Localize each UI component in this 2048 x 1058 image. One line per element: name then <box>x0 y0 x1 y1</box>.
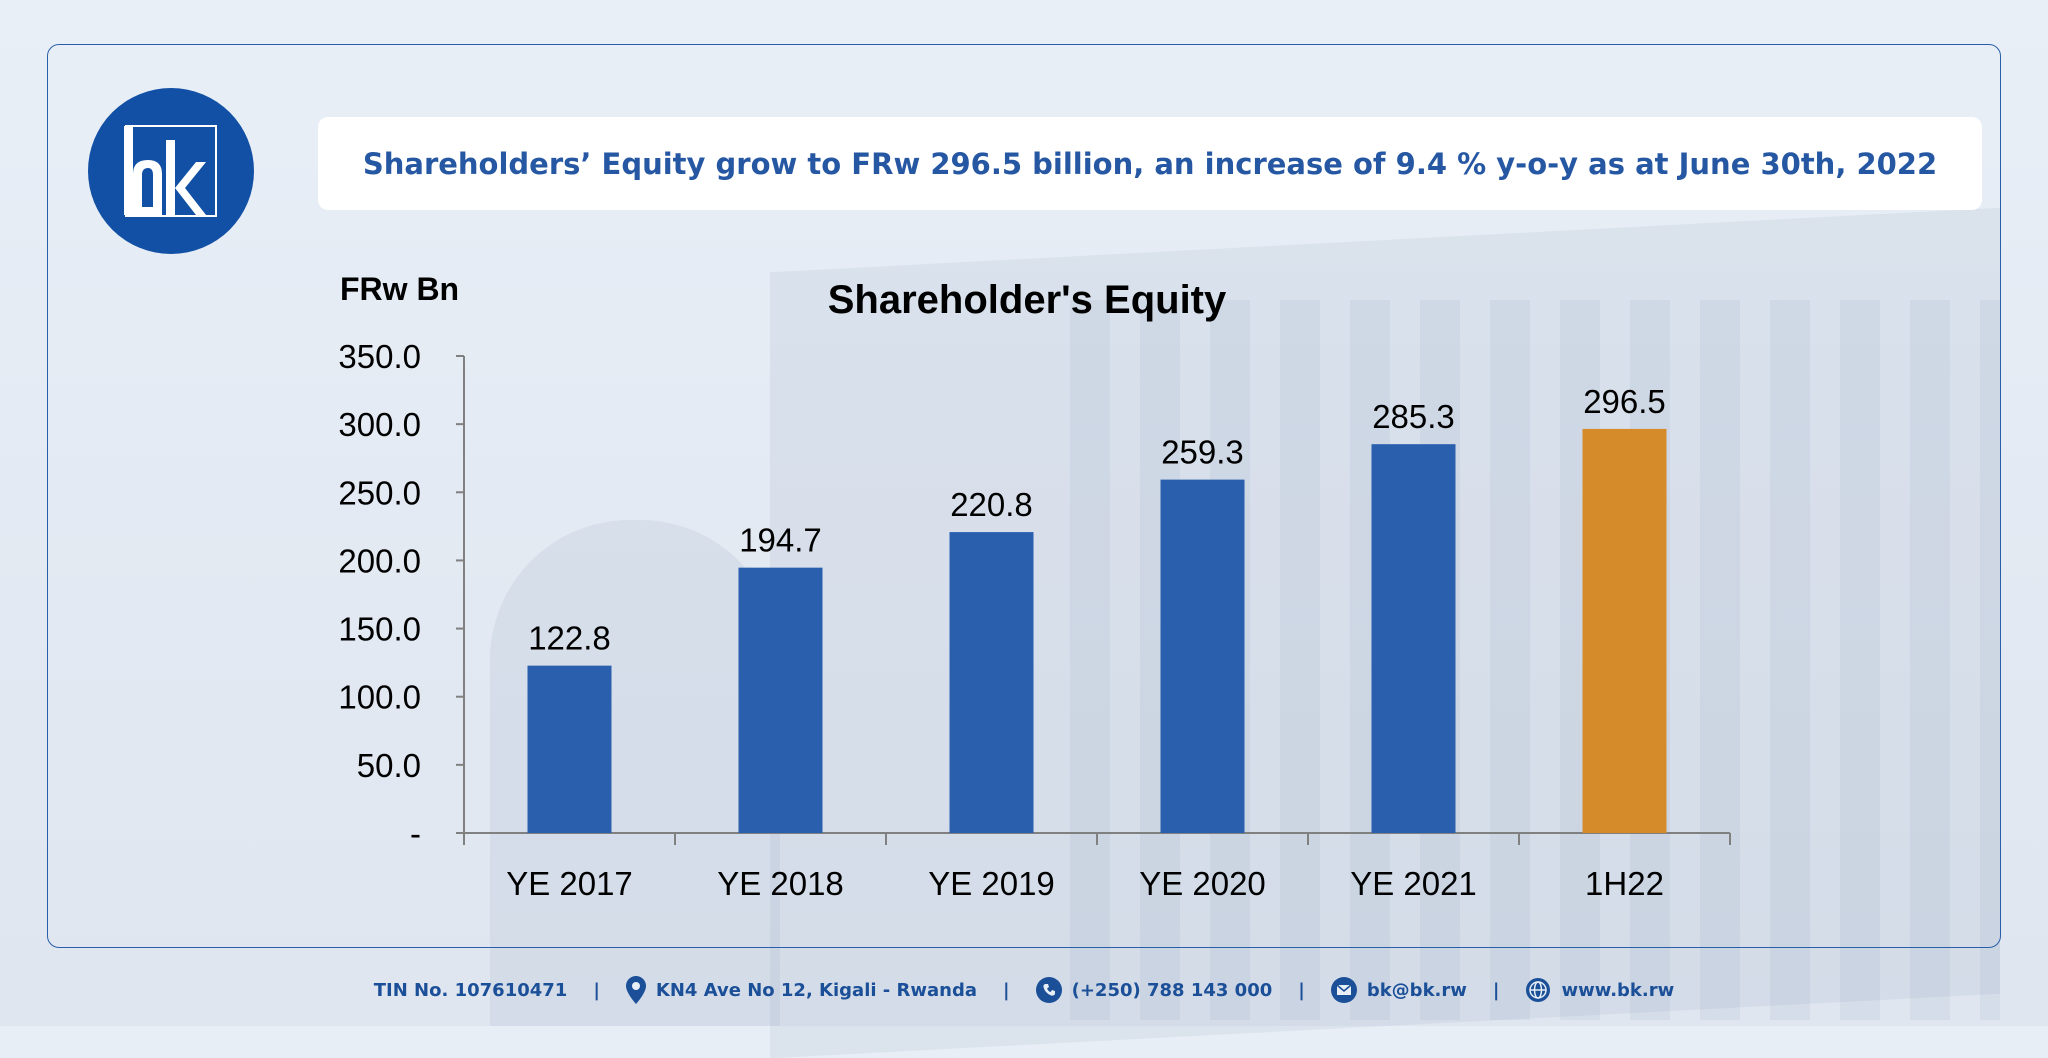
chart-axes <box>463 356 1730 845</box>
x-tick-label: YE 2017 <box>506 865 633 902</box>
bar-value-label: 220.8 <box>950 486 1033 523</box>
globe-icon <box>1525 977 1551 1003</box>
bar-ye-2021 <box>1371 444 1456 833</box>
bk-logo <box>88 88 254 254</box>
x-tick-label: 1H22 <box>1585 865 1664 902</box>
x-tick-label: YE 2018 <box>717 865 844 902</box>
bars-group: 122.8 194.7 220.8 259.3 285.3 296.5 <box>527 383 1667 833</box>
footer-email[interactable]: bk@bk.rw <box>1366 979 1467 1001</box>
y-tick-label: 250.0 <box>338 474 421 511</box>
x-tick-label: YE 2021 <box>1350 865 1477 902</box>
mail-icon <box>1330 977 1357 1003</box>
y-tick-label: 50.0 <box>357 747 421 784</box>
chart-title: Shareholder's Equity <box>828 278 1227 322</box>
x-axis-labels: YE 2017 YE 2018 YE 2019 YE 2020 YE 2021 1H22 <box>463 833 1731 902</box>
bar-1h22 <box>1582 428 1667 833</box>
bar-ye-2019 <box>949 532 1034 833</box>
footer-address: KN4 Ave No 12, Kigali - Rwanda <box>655 979 978 1001</box>
phone-icon <box>1035 977 1062 1003</box>
headline-banner: Shareholders’ Equity grow to FRw 296.5 b… <box>318 117 1982 210</box>
footer-separator: | <box>1492 979 1500 1001</box>
equity-bar-chart: Shareholder's Equity FRw Bn - 50.0 100.0 15… <box>338 271 1731 902</box>
y-tick-label: 350.0 <box>338 338 421 375</box>
y-axis-ticks: - 50.0 100.0 150.0 200.0 250.0 300.0 350.0 <box>338 338 464 852</box>
footer-website[interactable]: www.bk.rw <box>1561 979 1675 1001</box>
bar-value-label: 259.3 <box>1161 434 1244 471</box>
bar-value-label: 296.5 <box>1583 383 1666 420</box>
x-tick-label: YE 2019 <box>928 865 1055 902</box>
y-tick-label: - <box>410 815 421 852</box>
x-tick-label: YE 2020 <box>1139 865 1266 902</box>
y-tick-label: 100.0 <box>338 679 421 716</box>
location-pin-icon <box>625 976 646 1004</box>
bar-value-label: 122.8 <box>528 620 611 657</box>
footer-separator: | <box>1003 979 1010 1001</box>
y-tick-label: 150.0 <box>338 611 421 648</box>
bar-ye-2018 <box>738 567 823 833</box>
bar-value-label: 285.3 <box>1372 398 1455 435</box>
y-axis-unit-label: FRw Bn <box>340 271 459 307</box>
y-tick-label: 300.0 <box>338 406 421 443</box>
content-frame <box>47 44 2001 948</box>
footer-separator: | <box>593 979 600 1001</box>
y-tick-label: 200.0 <box>338 542 421 579</box>
bar-ye-2017 <box>527 665 612 833</box>
footer-contact-bar: TIN No. 107610471 | KN4 Ave No 12, Kigal… <box>0 970 2048 1010</box>
bar-value-label: 194.7 <box>739 522 822 559</box>
footer-phone[interactable]: (+250) 788 143 000 <box>1071 979 1273 1001</box>
bk-logo-icon <box>124 125 217 217</box>
bar-ye-2020 <box>1160 479 1245 833</box>
footer-tin: TIN No. 107610471 <box>373 979 568 1001</box>
footer-separator: | <box>1298 979 1305 1001</box>
headline-text: Shareholders’ Equity grow to FRw 296.5 b… <box>362 146 1938 181</box>
